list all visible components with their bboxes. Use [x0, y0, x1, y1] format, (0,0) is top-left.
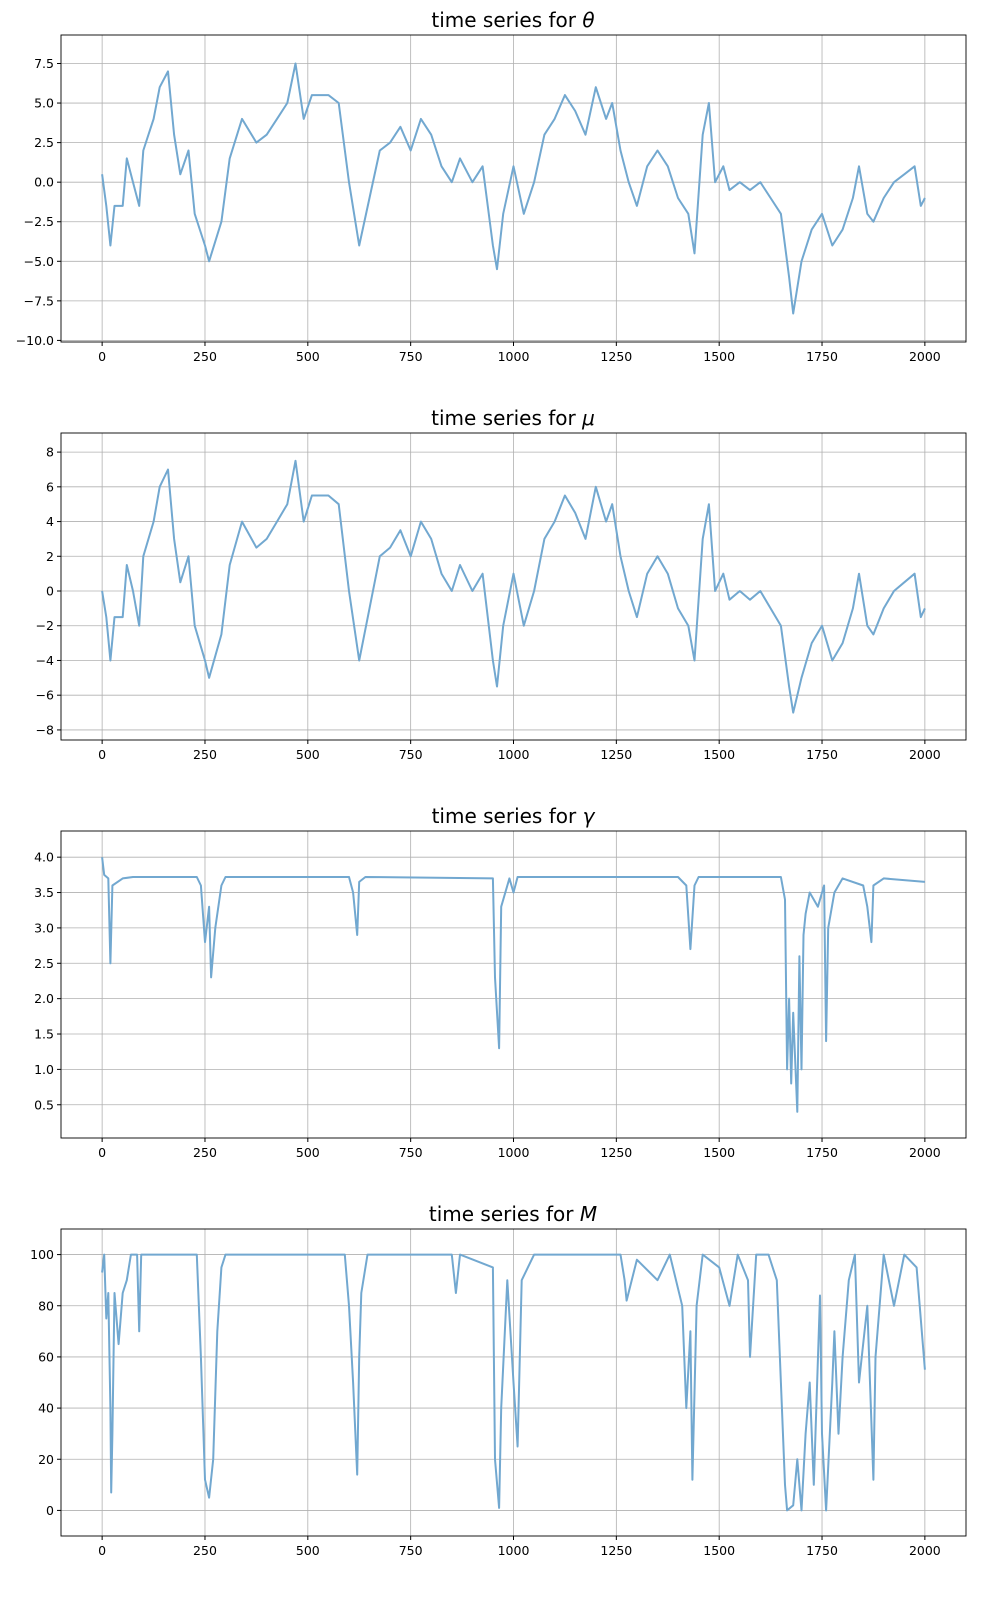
- y-tick-label: 8: [46, 445, 54, 460]
- x-tick-label: 750: [399, 1543, 423, 1558]
- x-tick-label: 1250: [600, 349, 632, 364]
- x-tick-label: 1000: [498, 1543, 530, 1558]
- y-tick-label: −2: [36, 618, 54, 633]
- x-tick-label: 1500: [703, 349, 735, 364]
- axes-frame: [60, 432, 967, 741]
- x-tick-label: 1000: [498, 349, 530, 364]
- x-tick-label: 500: [296, 747, 320, 762]
- y-tick-label: 3.5: [34, 885, 54, 900]
- x-tick-label: 500: [296, 349, 320, 364]
- chart-title: time series for μ: [431, 406, 595, 430]
- x-tick-label: 1000: [498, 747, 530, 762]
- y-tick-label: 3.0: [34, 920, 54, 935]
- y-tick-label: 4: [46, 514, 54, 529]
- x-tick-label: 1750: [806, 747, 838, 762]
- x-tick-label: 1750: [806, 1145, 838, 1160]
- series-line: [101, 62, 926, 315]
- axes-frame: [60, 1228, 967, 1537]
- axes-frame: [60, 34, 967, 343]
- x-tick-label: 500: [296, 1145, 320, 1160]
- y-tick-label: 1.5: [34, 1027, 54, 1042]
- x-tick-label: 250: [193, 747, 217, 762]
- series-line: [101, 857, 925, 1113]
- y-tick-label: 4.0: [34, 850, 54, 865]
- y-tick-label: 2.0: [34, 991, 54, 1006]
- y-tick-label: −8: [36, 722, 54, 737]
- x-tick-label: 1250: [600, 1145, 632, 1160]
- x-tick-label: 750: [399, 747, 423, 762]
- x-tick-label: 500: [296, 1543, 320, 1558]
- x-tick-label: 750: [399, 1145, 423, 1160]
- x-tick-label: 0: [98, 349, 106, 364]
- y-tick-label: −5.0: [24, 254, 54, 269]
- y-tick-label: 2.5: [34, 956, 54, 971]
- axes-frame: [60, 830, 967, 1139]
- y-tick-label: −6: [36, 688, 54, 703]
- y-tick-label: 40: [38, 1401, 54, 1416]
- series-line: [101, 459, 926, 714]
- y-tick-label: −2.5: [24, 214, 54, 229]
- y-tick-label: −10.0: [16, 333, 54, 348]
- x-tick-label: 250: [193, 1543, 217, 1558]
- y-tick-label: 0: [46, 584, 54, 599]
- subplot-mu: time series for μ 0 250 500 750 1000 1250 1500…: [36, 406, 967, 762]
- y-tick-label: 0.0: [34, 175, 54, 190]
- x-tick-label: 1250: [600, 747, 632, 762]
- y-tick-label: 1.0: [34, 1062, 54, 1077]
- y-tick-label: 60: [38, 1349, 54, 1364]
- y-tick-label: 2: [46, 549, 54, 564]
- x-tick-label: 2000: [909, 747, 941, 762]
- chart-title: time series for M: [429, 1202, 597, 1226]
- y-tick-label: 6: [46, 479, 54, 494]
- y-tick-label: −4: [36, 653, 54, 668]
- y-tick-label: −7.5: [24, 293, 54, 308]
- y-tick-label: 0.5: [34, 1097, 54, 1112]
- x-tick-label: 750: [399, 349, 423, 364]
- x-tick-label: 0: [98, 747, 106, 762]
- x-tick-label: 250: [193, 349, 217, 364]
- subplot-gamma: time series for γ 0 250 500 750 1000 1250 1500…: [34, 804, 967, 1160]
- x-tick-label: 0: [98, 1145, 106, 1160]
- x-tick-label: 1500: [703, 1145, 735, 1160]
- y-tick-label: 100: [30, 1247, 54, 1262]
- x-tick-label: 2000: [909, 1145, 941, 1160]
- x-tick-label: 250: [193, 1145, 217, 1160]
- y-tick-label: 5.0: [34, 96, 54, 111]
- x-tick-label: 1250: [600, 1543, 632, 1558]
- x-tick-label: 2000: [909, 1543, 941, 1558]
- subplot-m: time series for M 0 250 500 750 1000 1250 1500…: [30, 1202, 967, 1558]
- x-tick-label: 2000: [909, 349, 941, 364]
- x-tick-label: 1000: [498, 1145, 530, 1160]
- x-tick-label: 1500: [703, 1543, 735, 1558]
- y-tick-label: 80: [38, 1298, 54, 1313]
- x-tick-label: 1750: [806, 349, 838, 364]
- series-line: [101, 1253, 926, 1512]
- x-tick-label: 1750: [806, 1543, 838, 1558]
- x-tick-label: 1500: [703, 747, 735, 762]
- subplot-theta: time series for θ 0 250 500 750 1000 1250 1500…: [16, 8, 967, 364]
- chart-title: time series for γ: [432, 804, 596, 828]
- y-tick-label: 0: [46, 1503, 54, 1518]
- x-tick-label: 0: [98, 1543, 106, 1558]
- y-tick-label: 2.5: [34, 135, 54, 150]
- y-tick-label: 7.5: [34, 56, 54, 71]
- chart-title: time series for θ: [431, 8, 594, 32]
- y-tick-label: 20: [38, 1452, 54, 1467]
